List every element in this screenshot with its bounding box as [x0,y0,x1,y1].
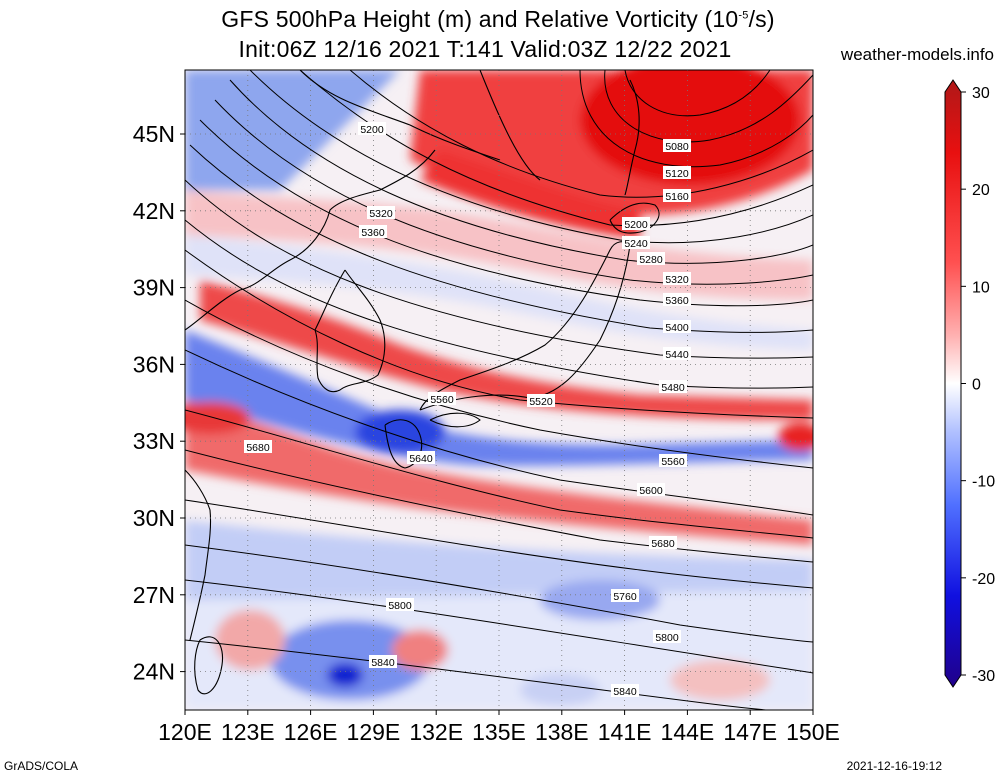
contour-label: 5320 [663,272,691,286]
contour-label-text: 5160 [665,191,689,203]
contour-label-text: 5360 [665,295,689,307]
contour-label-text: 5760 [613,591,637,603]
lat-tick-label: 36N [133,351,175,377]
footer-timestamp: 2021-12-16-19:12 [846,759,942,773]
colorbar: 30 20 10 0 -10 -20 -30 [944,79,995,688]
contour-label: 5320 [367,206,395,220]
lat-tick-label: 33N [133,428,175,454]
lat-tick-label: 24N [133,659,175,685]
chart-title-line2: Init:06Z 12/16 2021 T:141 Valid:03Z 12/2… [238,36,732,62]
contour-label: 5080 [663,139,691,153]
title-text: GFS 500hPa Height (m) and Relative Vorti… [221,6,739,32]
contour-label-text: 5440 [665,349,689,361]
contour-label: 5600 [637,483,665,497]
contour-label-text: 5080 [665,141,689,153]
lat-tick-label: 45N [133,121,175,147]
contour-label-text: 5680 [651,538,675,550]
lat-tick-label: 42N [133,198,175,224]
contour-label-text: 5840 [371,657,395,669]
contour-label: 5280 [637,252,665,266]
contour-label: 5200 [622,217,650,231]
contour-label: 5840 [369,655,397,669]
contour-label-text: 5680 [246,442,270,454]
contour-label-text: 5200 [624,219,648,231]
contour-label: 5480 [659,380,687,394]
footer-grads-label: GrADS/COLA [4,759,79,773]
colorbar-labels: 30 20 10 0 -10 -20 -30 [961,85,995,685]
lon-tick-label: 129E [347,719,401,745]
contour-label-text: 5120 [665,168,689,180]
contour-label: 5680 [649,536,677,550]
contour-label-text: 5800 [388,600,412,612]
contour-labels: 5080512051605200520052405280532053205360… [244,122,691,698]
contour-label-text: 5360 [361,227,385,239]
contour-label: 5360 [663,293,691,307]
title-unit-end: /s) [748,6,775,32]
colorbar-tick-label: 30 [972,85,990,102]
contour-label-text: 5560 [430,394,454,406]
contour-label-text: 5800 [655,632,679,644]
lon-tick-label: 138E [535,719,589,745]
contour-label: 5560 [428,392,456,406]
contour-label-text: 5560 [661,456,685,468]
contour-label: 5240 [622,236,650,250]
colorbar-tick-label: 10 [972,279,990,296]
lon-tick-label: 144E [661,719,715,745]
contour-label: 5560 [659,454,687,468]
contour-label: 5840 [611,684,639,698]
contour-label: 5800 [653,630,681,644]
contour-label-text: 5320 [665,274,689,286]
contour-label-text: 5280 [639,254,663,266]
lat-tick-label: 39N [133,275,175,301]
latitude-tick-labels: 24N 27N 30N 33N 36N 39N 42N 45N [133,121,185,685]
colorbar-tick-label: -20 [972,571,995,588]
lon-tick-label: 123E [221,719,275,745]
title-exponent: -5 [738,9,749,22]
colorbar-tick-label: 20 [972,182,990,199]
contour-label-text: 5600 [639,485,663,497]
contour-label-text: 5240 [624,238,648,250]
contour-label: 5520 [527,394,555,408]
contour-label: 5200 [358,122,386,136]
lat-tick-label: 27N [133,582,175,608]
contour-label-text: 5840 [613,686,637,698]
lon-tick-label: 141E [598,719,652,745]
contour-label: 5640 [407,451,435,465]
vorticity-field [185,70,813,710]
longitude-tick-labels: 120E 123E 126E 129E 132E 135E 138E 141E 144E 147E… [158,710,840,745]
colorbar-tick-label: -30 [972,668,995,685]
contour-label: 5800 [386,598,414,612]
contour-label-text: 5640 [409,453,433,465]
contour-label-text: 5480 [661,382,685,394]
lon-tick-label: 135E [472,719,526,745]
lat-tick-label: 30N [133,505,175,531]
chart-title-line1: GFS 500hPa Height (m) and Relative Vorti… [0,6,998,33]
contour-label-text: 5400 [665,322,689,334]
contour-label: 5160 [663,189,691,203]
contour-label-text: 5320 [369,208,393,220]
contour-label: 5400 [663,320,691,334]
contour-label: 5760 [611,589,639,603]
contour-label: 5120 [663,166,691,180]
colorbar-tick-label: 0 [972,377,981,394]
lon-tick-label: 147E [723,719,777,745]
height-contours [185,70,813,710]
contour-label: 5360 [359,225,387,239]
lon-tick-label: 120E [158,719,212,745]
website-label: weather-models.info [840,45,994,64]
colorbar-tick-label: -10 [972,474,995,491]
contour-label: 5440 [663,347,691,361]
contour-label-text: 5520 [529,396,553,408]
lon-tick-label: 150E [786,719,840,745]
contour-label: 5680 [244,440,272,454]
lon-tick-label: 126E [284,719,338,745]
contour-label-text: 5200 [360,124,384,136]
lon-tick-label: 132E [409,719,463,745]
